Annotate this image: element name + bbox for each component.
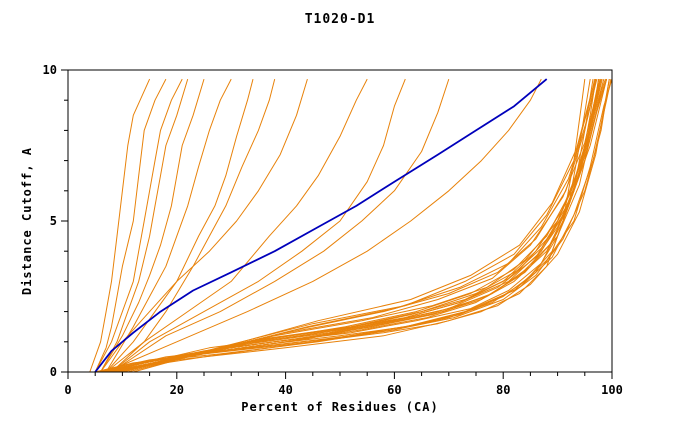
x-tick-label: 20 <box>170 383 184 397</box>
x-tick-label: 100 <box>601 383 623 397</box>
chart-title: T1020-D1 <box>304 12 376 27</box>
x-tick-label: 60 <box>387 383 401 397</box>
series-line <box>94 78 167 373</box>
series-line <box>100 78 189 373</box>
series-line <box>122 78 596 373</box>
series-line <box>111 78 608 373</box>
series-line <box>100 79 610 373</box>
y-tick-label: 0 <box>50 365 57 379</box>
series-line <box>105 78 542 373</box>
series-line <box>100 78 205 373</box>
series-line <box>95 79 610 373</box>
series-line <box>122 78 597 373</box>
series-line <box>111 78 276 373</box>
series-line <box>100 78 308 373</box>
series-line <box>111 78 606 373</box>
series-line <box>100 79 612 373</box>
series-line <box>111 78 450 373</box>
x-tick-label: 80 <box>496 383 510 397</box>
series-line <box>105 78 254 373</box>
highlight-line <box>94 78 548 373</box>
series-line <box>116 79 600 373</box>
series-line <box>127 78 598 373</box>
x-axis-label: Percent of Residues (CA) <box>241 400 439 414</box>
series-line <box>94 78 183 373</box>
x-tick-label: 0 <box>64 383 71 397</box>
series-line <box>133 78 597 373</box>
series-line <box>105 78 368 373</box>
x-tick-label: 40 <box>278 383 292 397</box>
series-line <box>105 78 232 373</box>
y-tick-label: 10 <box>43 63 57 77</box>
y-axis-label: Distance Cutoff, A <box>20 146 34 296</box>
y-tick-label: 5 <box>50 214 57 228</box>
series-line <box>89 78 151 373</box>
series-line <box>111 78 406 373</box>
series-line <box>111 78 608 373</box>
